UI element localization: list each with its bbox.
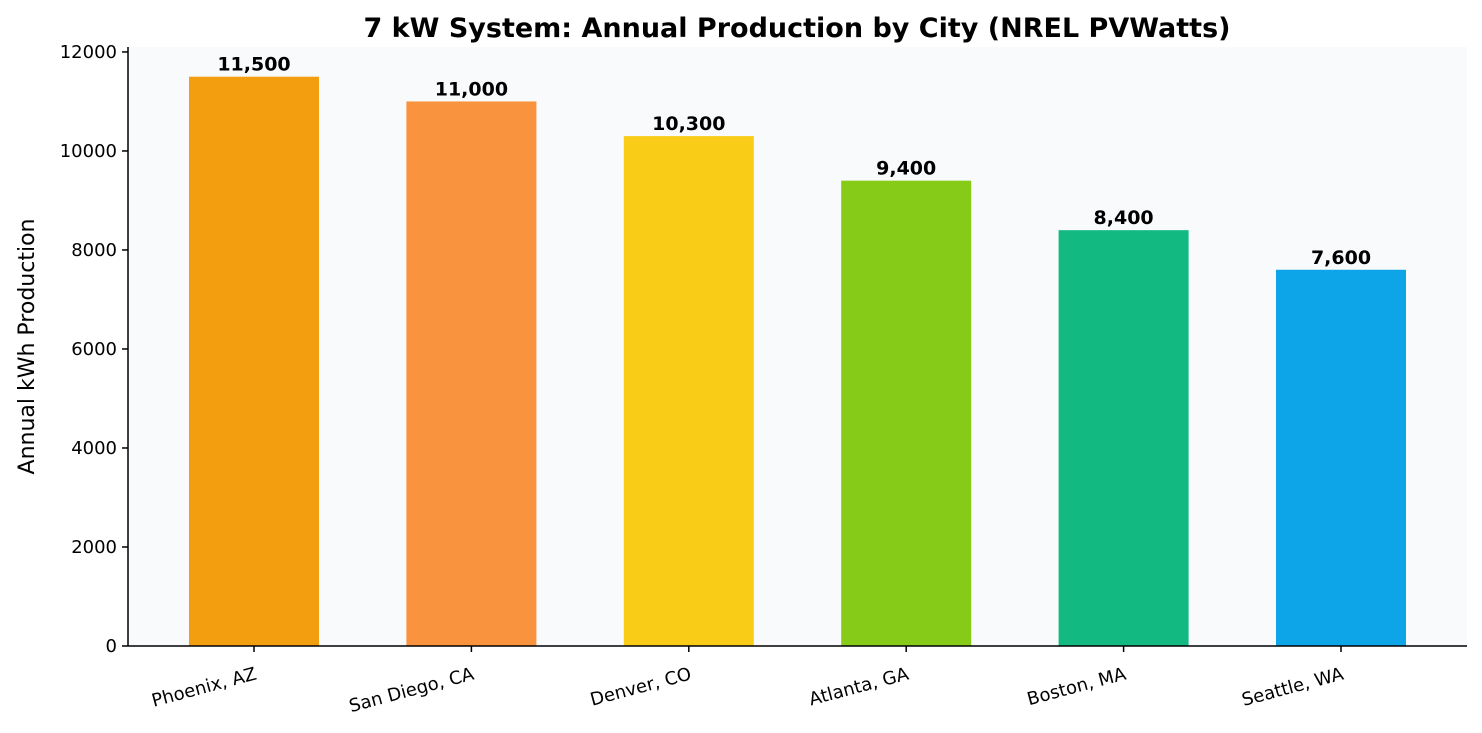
y-axis-ticks: 0 2000 4000 6000 8000 10000 12000 <box>60 42 128 657</box>
bar-value-label: 11,000 <box>435 78 508 100</box>
bar-value-label: 10,300 <box>652 113 725 135</box>
x-tick-label: Boston, MA <box>1025 663 1129 710</box>
y-tick-label: 10000 <box>60 141 117 162</box>
x-tick-label: Atlanta, GA <box>807 663 912 710</box>
bar <box>1058 230 1189 646</box>
bar-value-label: 11,500 <box>217 54 290 76</box>
bar <box>623 136 754 647</box>
bar-value-label: 8,400 <box>1094 207 1154 229</box>
data-labels-group: 11,500 11,000 10,300 9,400 8,400 7,600 <box>217 54 1371 269</box>
x-tick-label: Denver, CO <box>588 664 694 711</box>
y-tick-label: 0 <box>106 636 117 657</box>
bar <box>406 101 537 647</box>
x-tick-label: Seattle, WA <box>1240 663 1347 710</box>
y-tick-label: 6000 <box>71 339 117 360</box>
x-axis-ticks: Phoenix, AZ San Diego, CA Denver, CO Atlant… <box>150 646 1347 717</box>
bar <box>841 180 972 646</box>
y-tick-label: 8000 <box>71 240 117 261</box>
x-tick-label: Phoenix, AZ <box>150 664 259 712</box>
bar-value-label: 9,400 <box>876 158 936 180</box>
y-tick-label: 4000 <box>71 438 117 459</box>
bar <box>189 76 319 647</box>
plot-area <box>128 47 1467 646</box>
bar <box>1276 269 1406 646</box>
bar-value-label: 7,600 <box>1311 247 1371 269</box>
y-axis-label: Annual kWh Production <box>15 219 40 475</box>
y-tick-label: 2000 <box>71 537 117 558</box>
bars-group <box>189 76 1406 647</box>
x-tick-label: San Diego, CA <box>347 663 477 717</box>
y-tick-label: 12000 <box>60 42 117 63</box>
chart-title: 7 kW System: Annual Production by City (… <box>364 13 1231 44</box>
